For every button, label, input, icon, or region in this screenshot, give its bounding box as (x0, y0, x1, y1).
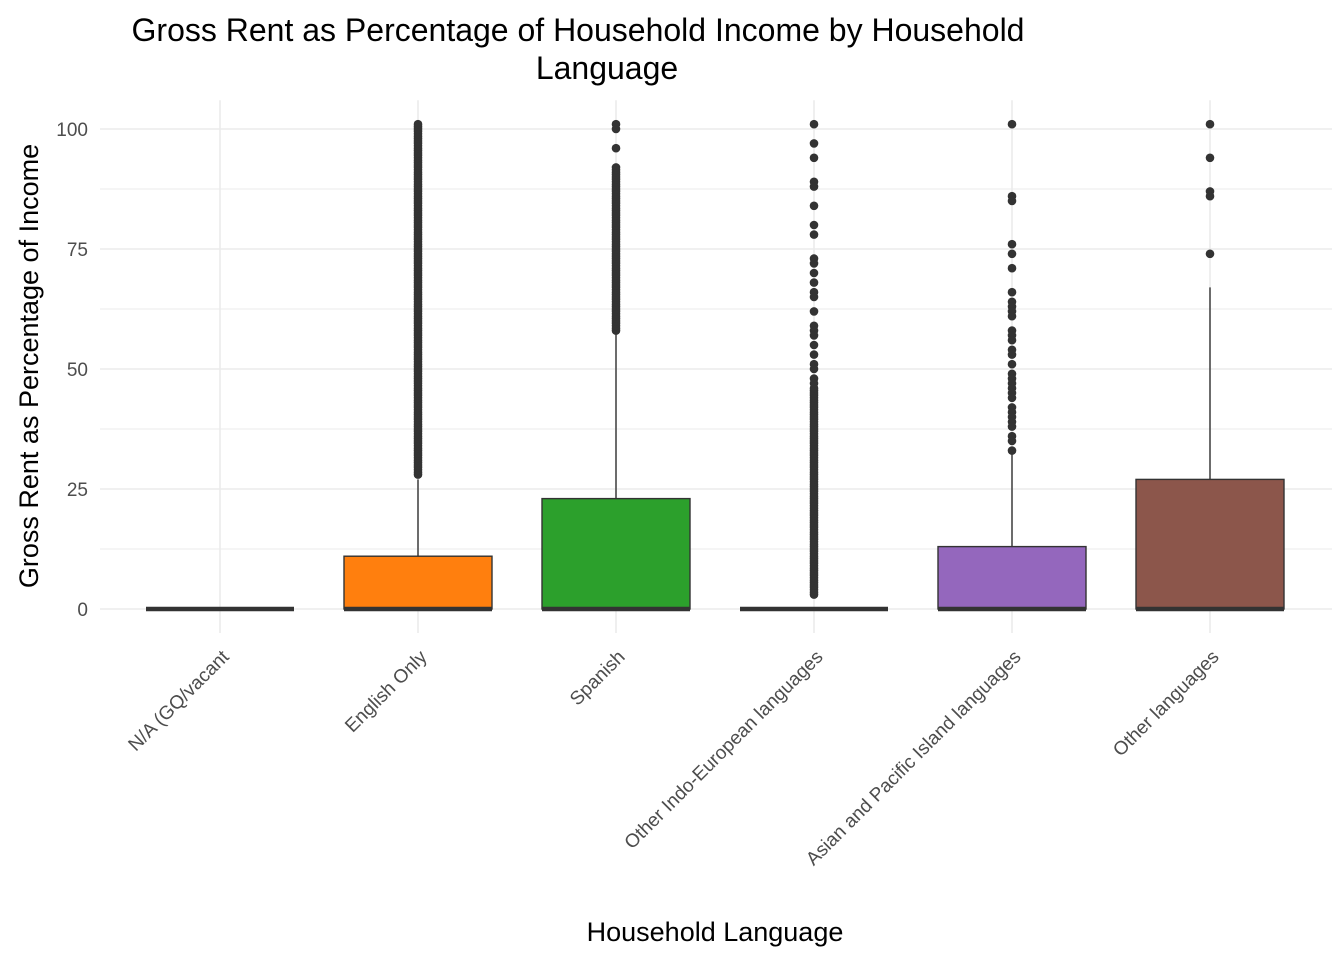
box-iqr (937, 545, 1087, 610)
outlier-point (809, 331, 819, 340)
y-tick-label: 75 (67, 240, 88, 261)
y-tick-label: 100 (56, 120, 88, 141)
box-iqr (1135, 478, 1285, 610)
outlier-point (809, 182, 819, 191)
outlier-point (1205, 191, 1215, 201)
outlier-point (809, 379, 819, 388)
outlier-point (809, 153, 819, 163)
outlier-point (809, 201, 819, 211)
outlier-point (1007, 359, 1017, 369)
y-axis-label: Gross Rent as Percentage of Income (14, 144, 44, 588)
outlier-point (1007, 119, 1017, 129)
x-tick-label: Other Indo-European languages (621, 647, 828, 854)
chart-title-line-1: Gross Rent as Percentage of Household In… (132, 12, 1025, 48)
outlier-point (611, 143, 621, 153)
outlier-point (809, 364, 819, 374)
outlier-point (1007, 196, 1017, 206)
outlier-point (809, 350, 819, 359)
outlier-point (1205, 153, 1215, 163)
outlier-point (1007, 311, 1017, 321)
outlier-point (1007, 422, 1017, 431)
box-group (740, 119, 888, 612)
outlier-point (809, 259, 819, 268)
outlier-point (1205, 249, 1215, 259)
outlier-point (1205, 119, 1215, 129)
y-tick-label: 0 (77, 600, 88, 621)
outlier-point (809, 340, 819, 350)
outlier-point (809, 307, 819, 316)
y-tick-label: 25 (67, 480, 88, 501)
outlier-point (809, 230, 819, 239)
outlier-point (1007, 263, 1017, 273)
outlier-point (611, 163, 621, 172)
outlier-point (809, 139, 819, 148)
outlier-point (1007, 335, 1017, 345)
box-group (937, 119, 1087, 612)
box-layer (146, 119, 1285, 612)
outlier-point (809, 220, 819, 230)
x-axis-label: Household Language (587, 917, 844, 947)
outlier-point (809, 119, 819, 129)
outlier-point (413, 119, 423, 129)
x-tick-label: Other languages (1109, 647, 1223, 761)
outlier-point (809, 278, 819, 287)
box-group (1135, 119, 1285, 612)
outlier-point (1007, 287, 1017, 297)
outlier-point (809, 292, 819, 302)
outlier-point (1007, 436, 1017, 446)
outlier-point (1007, 350, 1017, 359)
outlier-point (1007, 393, 1017, 403)
box-iqr (343, 555, 493, 610)
x-tick-label: English Only (341, 646, 432, 737)
chart-title-line-2: Language (536, 50, 678, 86)
outlier-point (611, 119, 621, 129)
outlier-point (1007, 249, 1017, 259)
box-group (343, 119, 493, 612)
axis-layer: 0 25 50 75 100 N/A (GQ/vacant English Only Span… (56, 120, 1223, 870)
x-tick-label: N/A (GQ/vacant (125, 646, 234, 755)
y-tick-label: 50 (67, 360, 88, 381)
outlier-point (809, 268, 819, 278)
x-tick-label: Spanish (566, 647, 629, 710)
outlier-point (1007, 446, 1017, 455)
box-iqr (541, 497, 691, 610)
outlier-point (1007, 239, 1017, 249)
box-group (541, 119, 691, 612)
x-tick-label: Asian and Pacific Island languages (802, 647, 1025, 870)
